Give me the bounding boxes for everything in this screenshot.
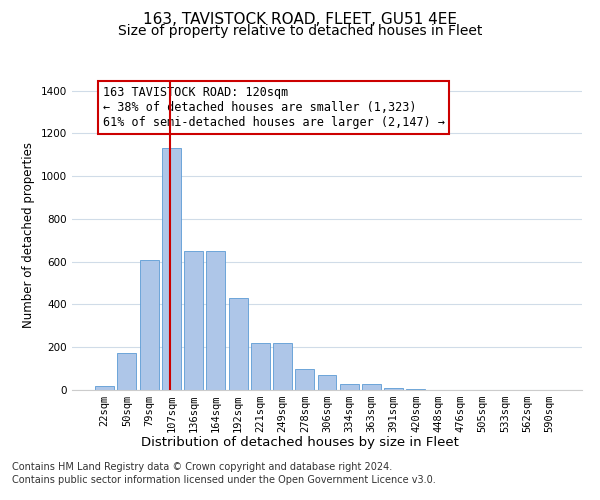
Bar — [362, 384, 381, 390]
Bar — [406, 389, 425, 390]
Text: Size of property relative to detached houses in Fleet: Size of property relative to detached ho… — [118, 24, 482, 38]
Text: Contains public sector information licensed under the Open Government Licence v3: Contains public sector information licen… — [12, 475, 436, 485]
Text: Contains HM Land Registry data © Crown copyright and database right 2024.: Contains HM Land Registry data © Crown c… — [12, 462, 392, 472]
Bar — [184, 251, 203, 390]
Bar — [317, 375, 337, 390]
Bar — [140, 260, 158, 390]
Bar — [384, 388, 403, 390]
Text: Distribution of detached houses by size in Fleet: Distribution of detached houses by size … — [141, 436, 459, 449]
Bar — [251, 343, 270, 390]
Bar — [118, 352, 136, 390]
Bar — [340, 384, 359, 390]
Bar — [273, 343, 292, 390]
Y-axis label: Number of detached properties: Number of detached properties — [22, 142, 35, 328]
Bar — [95, 386, 114, 390]
Bar — [295, 368, 314, 390]
Text: 163, TAVISTOCK ROAD, FLEET, GU51 4EE: 163, TAVISTOCK ROAD, FLEET, GU51 4EE — [143, 12, 457, 28]
Bar — [206, 251, 225, 390]
Bar — [229, 298, 248, 390]
Bar — [162, 148, 181, 390]
Text: 163 TAVISTOCK ROAD: 120sqm
← 38% of detached houses are smaller (1,323)
61% of s: 163 TAVISTOCK ROAD: 120sqm ← 38% of deta… — [103, 86, 445, 129]
